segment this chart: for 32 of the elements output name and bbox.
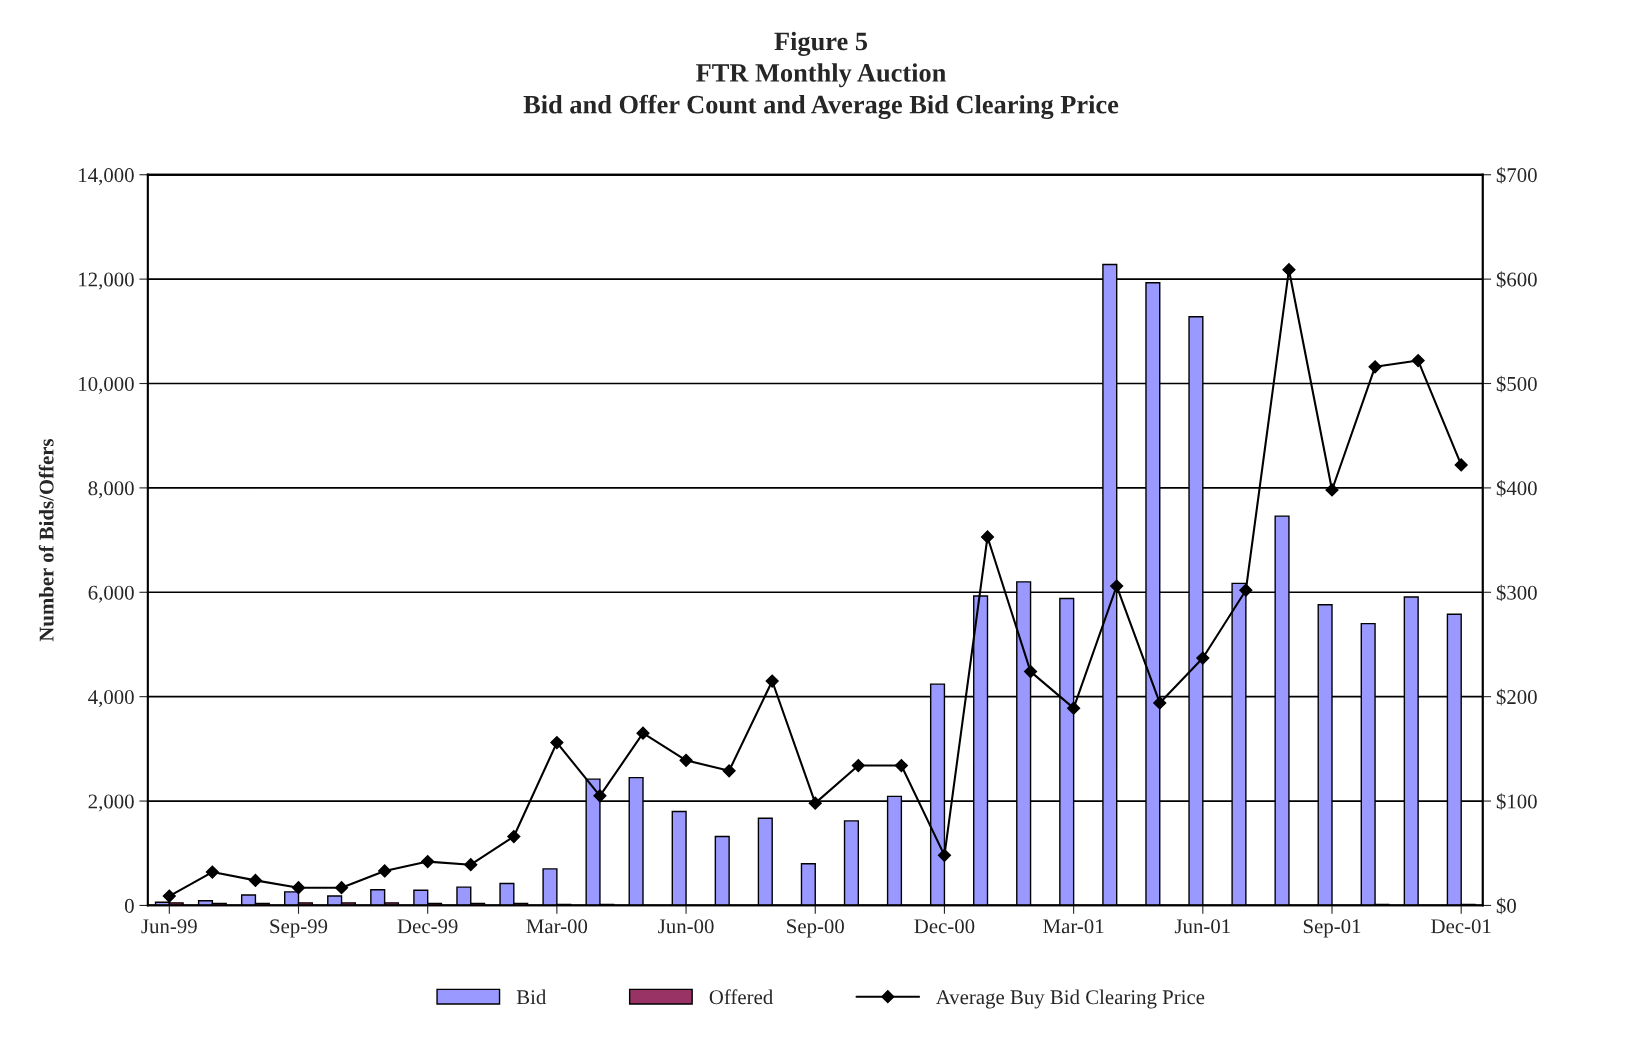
x-tick-label: Jun-99 — [141, 919, 197, 934]
y2-tick-label: $0 — [1496, 897, 1516, 915]
y2-tick-label: $500 — [1496, 375, 1537, 393]
x-tick-label: Dec-00 — [914, 919, 975, 934]
y2-tick-label: $200 — [1496, 688, 1537, 706]
x-tick-label: Dec-01 — [1431, 919, 1491, 934]
legend-label: Offered — [709, 989, 773, 1005]
x-tick-label: Sep-00 — [787, 919, 844, 938]
y2-tick-label: $600 — [1496, 271, 1537, 288]
y2-tick-label: $300 — [1496, 584, 1537, 602]
y-tick-label: 2,000 — [88, 794, 134, 812]
x-tick-label: Sep-01 — [1303, 919, 1361, 938]
y-tick-label: 12,000 — [79, 272, 134, 290]
x-tick-label: Mar-00 — [526, 919, 588, 934]
chart-title: Figure 5 FTR Monthly Auction Bid and Offer Count and Average Bid Clearing Price — [523, 31, 1119, 120]
y2-tick-label: $400 — [1496, 480, 1537, 497]
y-axis-title: Number of Bids/Offers — [38, 438, 54, 642]
y-tick-label: 0 — [124, 898, 134, 913]
x-tick-label: Sep-99 — [270, 919, 328, 938]
legend-label: Bid — [516, 989, 547, 1005]
y-tick-label: 4,000 — [88, 690, 134, 708]
y-tick-label: 14,000 — [79, 168, 134, 186]
legend-label: Average Buy Bid Clearing Price — [935, 989, 1205, 1009]
x-tick-label: Jun-00 — [658, 919, 714, 934]
y-tick-label: 10,000 — [79, 376, 134, 394]
x-tick-label: Dec-99 — [397, 919, 458, 934]
x-tick-label: Mar-01 — [1043, 919, 1104, 934]
x-tick-label: Jun-01 — [1174, 919, 1230, 934]
y-tick-label: 8,000 — [88, 481, 134, 499]
y2-tick-label: $700 — [1496, 166, 1537, 184]
y2-tick-label: $100 — [1496, 793, 1537, 810]
y-tick-label: 6,000 — [88, 585, 134, 603]
